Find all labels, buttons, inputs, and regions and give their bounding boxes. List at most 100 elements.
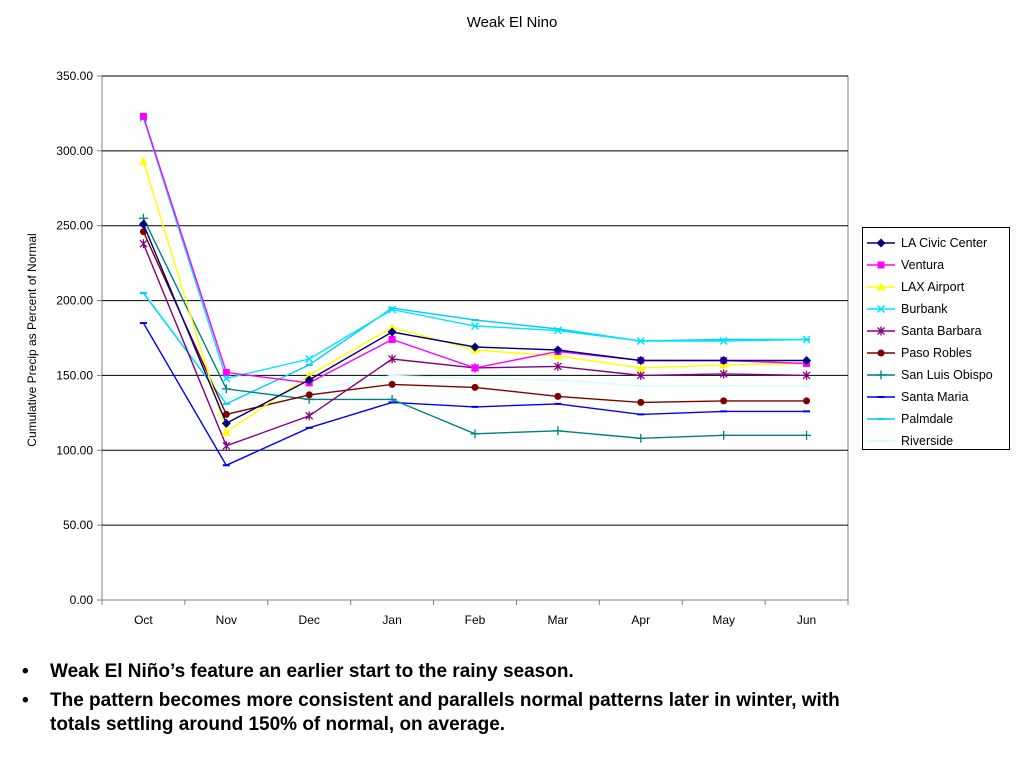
data-point [636,370,645,380]
x-tick-label: Feb [465,613,486,627]
data-point [553,426,563,436]
legend-item: Ventura [863,254,1009,276]
legend-item: San Luis Obispo [863,364,1009,386]
legend-swatch [867,304,895,314]
data-point [388,305,397,314]
chart-title: Weak El Nino [466,14,558,31]
legend-marker [877,326,885,336]
data-point [388,354,397,364]
data-point [802,355,812,365]
legend-label: LA Civic Center [901,236,988,250]
data-point [221,384,231,394]
data-point [719,336,728,346]
data-point [636,363,646,372]
data-point [636,433,646,443]
x-tick-label: Jun [797,613,816,627]
data-point [471,364,479,372]
legend-marker [877,261,885,269]
legend-label: San Luis Obispo [901,368,993,382]
data-point [553,351,563,360]
data-point [802,335,811,344]
legend-swatch [867,396,895,398]
legend-item: Santa Barbara [863,320,1009,342]
y-tick-label: 100.00 [56,443,93,457]
data-point [222,368,230,376]
legend-swatch [867,238,895,248]
data-point [305,391,313,399]
legend-item: Palmdale [863,408,1009,430]
data-point [305,411,314,421]
y-axis-label: Cumulative Precip as Percent of Normal [25,233,39,446]
legend-marker [876,370,886,380]
data-point [803,397,811,405]
data-point [138,156,148,165]
legend-label: Palmdale [901,412,954,426]
data-point [470,429,480,439]
data-point [719,369,728,379]
legend-swatch [867,261,895,269]
data-point [222,441,231,451]
x-tick-label: Jan [382,613,401,627]
legend-label: LAX Airport [901,280,965,294]
legend-swatch [867,326,895,336]
chart-legend: LA Civic Center Ventura LAX Airport Burbank… [862,227,1010,450]
legend-item: Santa Maria [863,386,1009,408]
legend-marker [876,304,886,314]
data-point [802,370,811,380]
data-point [720,397,728,405]
data-point [139,239,148,249]
legend-marker [876,238,886,248]
data-point [221,418,231,428]
legend-item: LAX Airport [863,276,1009,298]
data-point [222,410,230,418]
data-point [637,398,645,406]
x-tick-label: Nov [216,613,237,627]
data-point [304,375,314,385]
bullet-item: The pattern becomes more consistent and … [22,689,882,737]
data-point [636,336,645,346]
data-point [553,326,562,335]
y-tick-label: 0.00 [70,593,94,607]
y-tick-label: 350.00 [56,69,93,83]
data-point [470,321,480,331]
data-point [387,327,397,337]
legend-marker [876,282,886,291]
y-tick-label: 300.00 [56,144,93,158]
data-point [471,383,479,391]
legend-item: LA Civic Center [863,232,1009,254]
x-tick-label: Oct [134,613,153,627]
legend-item: Riverside [863,430,1009,452]
legend-marker [877,349,885,357]
legend-item: Burbank [863,298,1009,320]
legend-label: Paso Robles [901,346,972,360]
legend-swatch [867,370,895,380]
data-point [304,370,314,379]
data-point [221,427,231,436]
legend-label: Ventura [901,258,945,272]
bullet-item: Weak El Niño’s feature an earlier start … [22,660,882,684]
y-tick-label: 150.00 [56,368,93,382]
data-point [138,219,148,229]
data-point [387,394,397,404]
data-point [139,112,147,120]
x-tick-label: Dec [299,613,320,627]
legend-swatch [867,440,895,442]
data-point [470,342,480,352]
data-point [388,380,396,388]
data-point [802,430,812,440]
data-point [388,335,396,343]
bullet-list: Weak El Niño’s feature an earlier start … [22,660,882,742]
line-chart: 0.00 50.00 100.00 150.00 200.00 250.00 300.00 3… [25,69,849,627]
legend-label: Burbank [901,302,948,316]
legend-label: Santa Barbara [901,324,982,338]
legend-item: Paso Robles [863,342,1009,364]
plot-area [101,75,849,601]
data-point [305,354,314,363]
y-tick-label: 200.00 [56,294,93,308]
x-tick-label: May [712,613,735,627]
legend-swatch [867,418,895,420]
data-point [553,361,562,371]
data-point [636,355,646,365]
legend-label: Riverside [901,434,954,448]
data-point [387,323,397,332]
